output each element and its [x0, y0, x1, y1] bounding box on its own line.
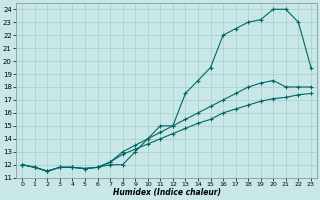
X-axis label: Humidex (Indice chaleur): Humidex (Indice chaleur) — [113, 188, 220, 197]
